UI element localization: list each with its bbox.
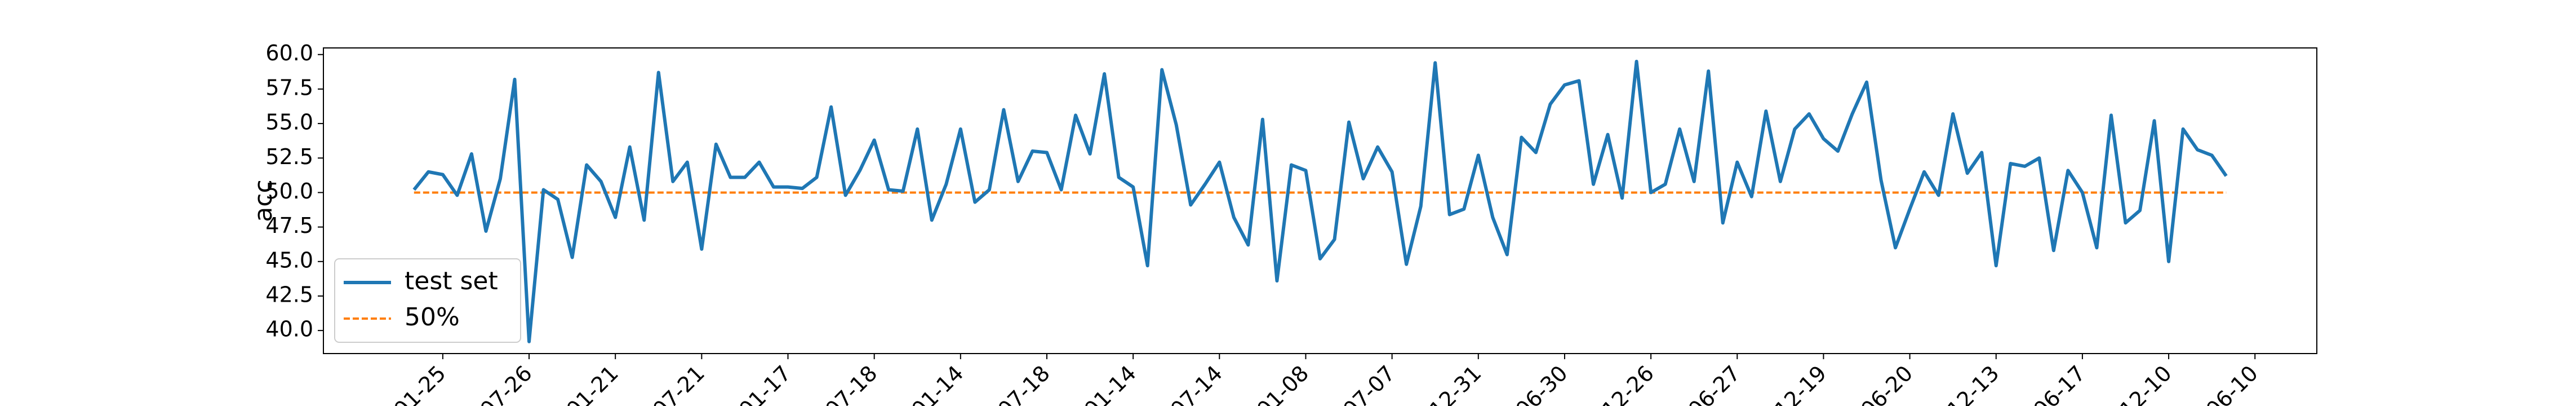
y-axis-label: acc <box>249 179 278 222</box>
x-tick-label: 06-27 <box>1684 361 1745 406</box>
x-tick-label: 01-21 <box>562 361 623 406</box>
x-tick-label: 01-14 <box>907 361 968 406</box>
plot-frame <box>323 47 2317 354</box>
x-tick-label: 01-17 <box>734 361 796 406</box>
x-tick-label: 06-20 <box>1856 361 1917 406</box>
y-tick-label: 45.0 <box>265 248 313 272</box>
x-tick-label: 12-10 <box>2115 361 2177 406</box>
y-tick-label: 50.0 <box>265 179 313 204</box>
legend-label: test set <box>405 267 498 295</box>
x-tick-label: 07-26 <box>476 361 537 406</box>
y-tick-label: 47.5 <box>265 213 313 238</box>
x-tick-label: 12-13 <box>1942 361 2004 406</box>
x-tick-label: 07-18 <box>820 361 882 406</box>
x-tick-label: 07-21 <box>648 361 709 406</box>
y-tick-label: 40.0 <box>265 317 313 342</box>
x-tick-label: 07-18 <box>993 361 1055 406</box>
x-tick-label: 12-31 <box>1424 361 1486 406</box>
legend-label: 50% <box>405 303 460 332</box>
legend-box <box>334 258 521 343</box>
x-tick-label: 12-19 <box>1770 361 1831 406</box>
x-tick-label: 06-30 <box>1511 361 1573 406</box>
x-tick-label: 01-08 <box>1252 361 1313 406</box>
x-tick-label: 12-26 <box>1597 361 1659 406</box>
data-line <box>412 59 2228 343</box>
x-tick-label: 01-14 <box>1080 361 1141 406</box>
x-tick-label: 07-07 <box>1338 361 1400 406</box>
x-tick-label: 07-14 <box>1166 361 1227 406</box>
x-tick-label: 06-17 <box>2029 361 2090 406</box>
y-tick-label: 42.5 <box>265 282 313 307</box>
y-tick-label: 52.5 <box>265 144 313 169</box>
legend: test set 50% <box>334 258 521 343</box>
y-tick-label: 57.5 <box>265 75 313 100</box>
x-tick-label: 06-10 <box>2201 361 2263 406</box>
y-tick-label: 55.0 <box>265 110 313 135</box>
y-tick-label: 60.0 <box>265 41 313 65</box>
x-tick-label: 01-25 <box>389 361 450 406</box>
